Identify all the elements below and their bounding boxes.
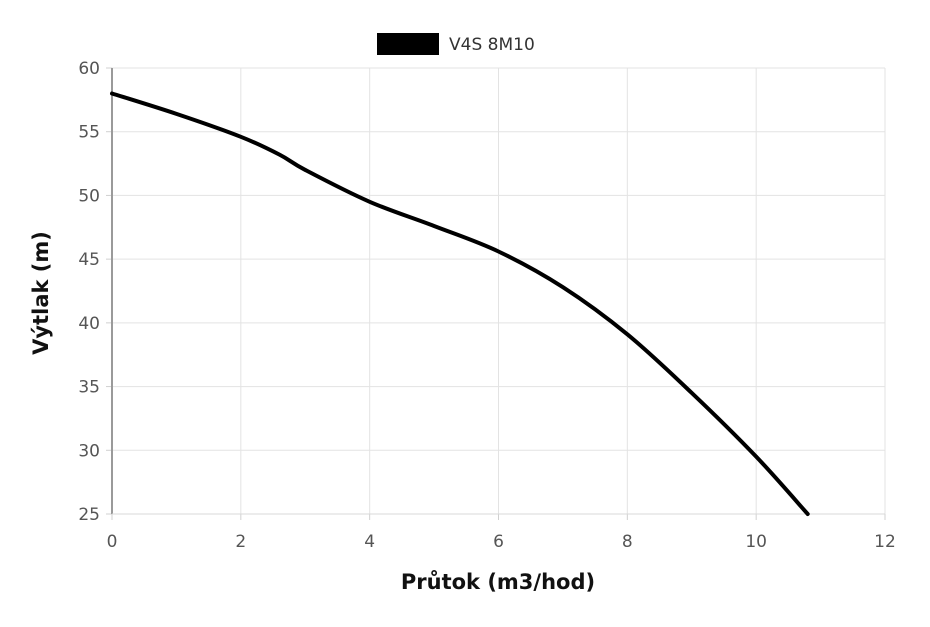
x-tick-label: 4 [364,532,375,552]
legend-swatch[interactable] [377,33,439,55]
series-line[interactable] [110,91,810,516]
y-tick-label: 55 [78,123,100,143]
x-tick-label: 6 [493,532,504,552]
x-tick-label: 2 [235,532,246,552]
legend-label[interactable]: V4S 8M10 [449,35,535,55]
axes [106,67,886,520]
x-axis-title: Průtok (m3/hod) [401,570,595,594]
y-tick-label: 45 [78,250,100,270]
x-tick-label: 10 [745,532,767,552]
x-tick-label: 8 [622,532,633,552]
y-tick-label: 25 [78,505,100,525]
y-tick-label: 35 [78,378,100,398]
y-tick-label: 30 [78,441,100,461]
series-layer [110,91,810,516]
legend[interactable]: V4S 8M10 [377,33,535,55]
y-tick-label: 40 [78,314,100,334]
tick-labels: 0 2 4 6 8 10 12 60 55 50 45 40 35 30 25 [78,59,895,552]
y-axis-title: Výtlak (m) [29,231,53,355]
y-tick-label: 60 [78,59,100,79]
x-tick-label: 0 [107,532,118,552]
grid [111,67,886,515]
x-tick-label: 12 [874,532,896,552]
y-tick-label: 50 [78,186,100,206]
